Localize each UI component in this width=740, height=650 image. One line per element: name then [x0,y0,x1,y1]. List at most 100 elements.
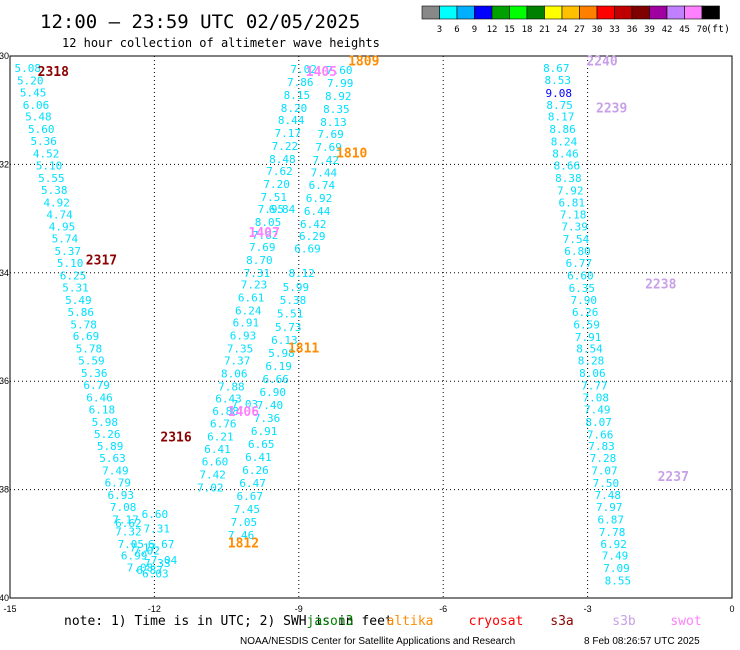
wave-height-label: 5.08 [15,62,42,75]
colorbar-tick: 42 [662,25,673,35]
wave-height-label: 9.08 [545,87,572,100]
colorbar-swatch [631,5,650,20]
wave-height-label: 6.81 [558,196,585,209]
wave-height-label: 4.74 [46,208,73,221]
axis-ticks: -30-32-34-36-38-40-15-12-9-6-30 [0,51,735,614]
colorbar-tick: 24 [557,25,568,35]
colorbar-tick: 18 [522,25,533,35]
colorbar-legend: 3 6 9 12 15 18 21 24 27 30 33 36 39 42 45 70 [421,5,720,35]
x-tick-label: -12 [148,604,161,614]
pass-id-label: 2240 [586,54,617,69]
colorbar-tick: 45 [679,25,690,35]
wave-height-label: 6.62 [115,517,142,530]
colorbar-tick: 27 [574,25,585,35]
colorbar-swatch [544,5,563,20]
wave-height-label: 8.28 [578,355,605,368]
pass-id-label: 2238 [645,278,676,293]
pass-id-label: 2316 [160,430,191,445]
wave-height-label: 7.95 [258,203,285,216]
wave-height-label: 8.53 [545,74,572,87]
wave-height-label: 6.59 [573,318,600,331]
wave-height-label: 5.86 [68,306,95,319]
wave-height-label: 8.75 [546,99,573,112]
wave-height-label: 6.41 [245,451,272,464]
wave-height-label: 7.20 [263,178,290,191]
satellite-legend-item: s3b [612,614,636,629]
wave-height-label: 6.74 [309,179,336,192]
wave-height-label: 5.49 [65,294,92,307]
colorbar-swatch [596,5,615,20]
wave-height-label: 6.91 [233,317,260,330]
wave-height-label: 7.69 [249,241,276,254]
wave-height-label: 6.69 [294,242,321,255]
wave-height-label: 7.35 [227,343,254,356]
pass-id-label: 1405 [306,65,337,80]
pass-id-label: 1407 [248,226,279,241]
wave-height-label: 5.26 [94,428,121,441]
wave-height-label: 4.92 [43,196,70,209]
credit-text: NOAA/NESDIS Center for Satellite Applica… [240,636,515,647]
y-tick-label: -30 [0,51,9,61]
wave-height-label: 5.55 [38,172,65,185]
wave-height-label: 6.77 [566,257,593,270]
pass-id-label: 2318 [38,65,69,80]
colorbar-swatch [701,5,720,20]
wave-height-label: 7.54 [563,233,590,246]
wave-height-label: 7.37 [224,355,251,368]
wave-height-label: 7.48 [595,489,622,502]
wave-height-label: 6.79 [83,379,110,392]
wave-height-label: 7.97 [596,501,623,514]
x-tick-label: -9 [295,604,303,614]
wave-height-label: 5.78 [76,343,103,356]
wave-height-label: 6.06 [23,99,50,112]
wave-height-points: 5.085.205.456.065.485.605.364.525.105.55… [15,62,632,588]
pass-id-label: 1406 [228,405,259,420]
y-tick-label: -32 [0,159,9,169]
wave-height-label: 6.88 [212,405,239,418]
wave-height-label: 8.67 [543,62,570,75]
wave-height-label: 7.33 [144,557,171,570]
x-tick-label: -3 [584,604,592,614]
wave-height-label: 8.66 [554,159,581,172]
wave-height-label: 5.37 [55,245,82,258]
wave-height-label: 8.15 [284,89,311,102]
wave-height-label: 6.65 [248,438,275,451]
wave-height-label: 5.45 [20,86,47,99]
wave-height-label: 6.19 [265,360,292,373]
wave-height-label: 7.77 [581,380,608,393]
wave-height-label: 6.67 [236,490,263,503]
colorbar-tick: 21 [539,25,550,35]
wave-height-label: 7.36 [254,412,281,425]
wave-height-label: 7.17 [112,513,139,526]
wave-height-label: 7.78 [599,526,626,539]
wave-height-label: 7.28 [590,452,617,465]
x-tick-label: -6 [439,604,447,614]
colorbar-unit: (ft) [706,24,730,35]
wave-height-label: 7.49 [602,550,629,563]
wave-height-label: 6.91 [251,425,278,438]
colorbar-swatch [474,5,493,20]
satellite-legend-item: swot [670,614,701,629]
wave-height-label: 6.79 [105,477,132,490]
wave-height-label: 8.92 [325,90,352,103]
wave-height-label: 7.05 [231,516,258,529]
colorbar-tick: 70 [697,25,708,35]
wave-height-label: 7.60 [326,64,353,77]
wave-height-label: 6.92 [306,192,333,205]
wave-height-label: 6.87 [597,513,624,526]
wave-height-label: 5.36 [81,367,108,380]
footer-note: note: 1) Time is in UTC; 2) SWH is in fe… [64,614,393,629]
wave-height-label: 6.24 [235,305,262,318]
wave-height-label: 5.10 [36,159,63,172]
plot-frame [9,55,733,599]
satellite-legend-item: jason3 [307,614,354,629]
wave-height-label: 5.38 [280,294,307,307]
wave-height-label: 5.98 [92,416,119,429]
wave-height-label: 6.13 [271,334,298,347]
wave-height-label: 7.23 [241,279,268,292]
wave-height-label: 8.12 [288,267,315,280]
wave-height-label: 6.80 [564,245,591,258]
colorbar-tick: 33 [609,25,620,35]
wave-height-label: 7.66 [587,428,614,441]
